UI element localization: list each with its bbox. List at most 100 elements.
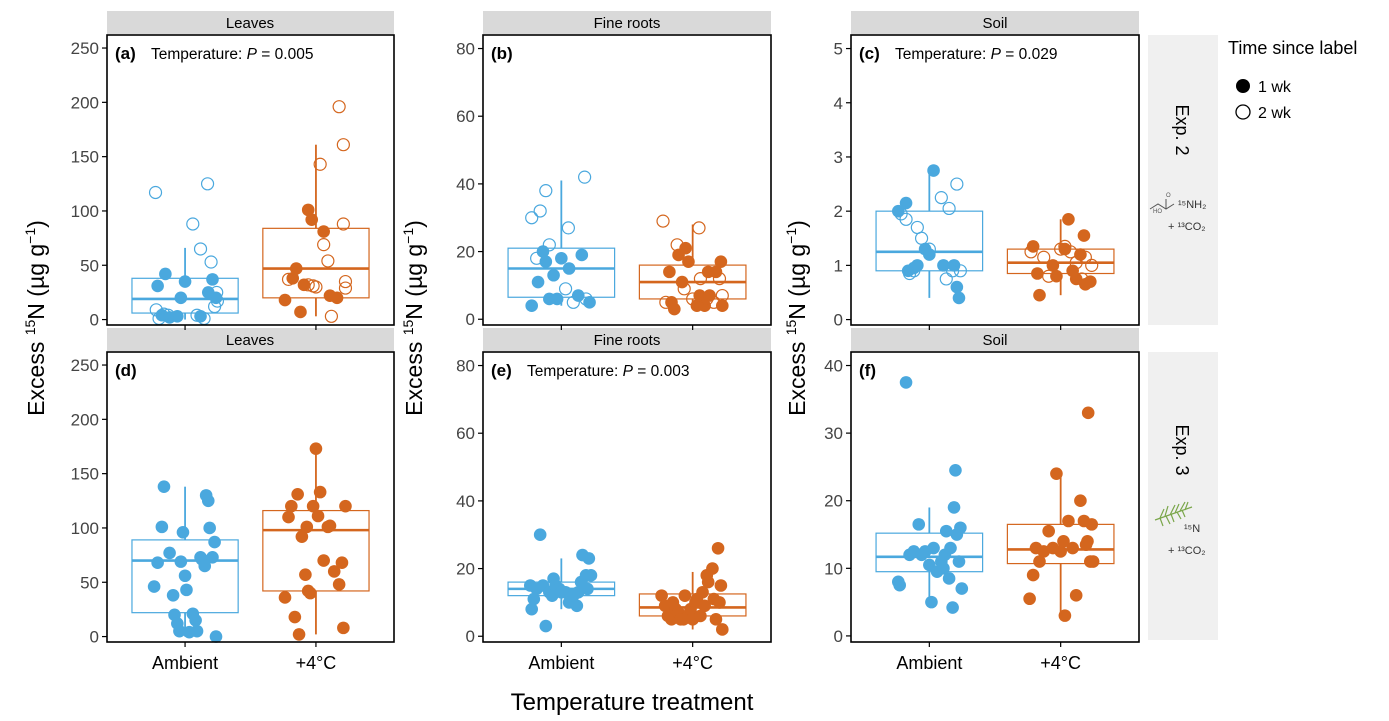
strip-a-bg [107,11,394,34]
data-point [1050,467,1063,480]
x-tick-label: +4°C [296,653,337,673]
panel-label: (d) [115,361,137,380]
data-point [208,535,221,549]
data-point [149,303,163,317]
plant-sprig-icon [1154,501,1193,527]
data-point [678,589,692,602]
strip-e-bg [483,328,771,351]
data-point [332,578,346,591]
panel-label: (e) [491,361,512,380]
data-point [157,480,171,493]
y-tick-label: 60 [456,424,475,443]
data-point [714,255,728,269]
data-point [711,541,725,555]
data-point [189,613,202,627]
box-iqr [875,210,984,272]
data-point [151,279,164,293]
data-point [700,292,714,306]
data-point [1077,229,1091,242]
panel-label: (b) [491,44,513,63]
exp2-label-line1: ¹⁵NH₂ [1178,199,1206,211]
data-point [1054,545,1067,558]
data-point [668,302,681,316]
data-point [148,185,163,200]
y-tick-label: 200 [71,410,99,429]
panel-label: (c) [859,44,880,63]
data-point [1083,275,1097,288]
y-tick-label: 50 [80,256,99,275]
legend-label-1wk: 1 wk [1258,79,1292,96]
data-point [186,217,200,231]
y-tick-label: 40 [456,175,475,194]
data-point [582,552,596,565]
data-point [335,556,349,570]
data-point [309,442,323,455]
panel-a: 0 50 100 150 200 250 (a) Temperature: P = 0.005 [71,34,395,330]
data-point [547,268,560,282]
y-tick-label: 50 [80,573,99,592]
data-point [715,288,729,303]
data-point [180,583,193,597]
data-point [201,494,215,508]
data-point [910,220,924,235]
data-point [1046,259,1060,272]
data-point [278,293,292,307]
data-point [336,138,350,152]
data-point [1033,555,1046,568]
data-point [173,624,186,638]
data-point [1078,250,1092,264]
box-iqr [262,509,370,592]
data-point [693,289,707,302]
panel-annotation: Temperature: P = 0.029 [895,46,1057,63]
data-point [679,241,692,255]
data-point [899,212,913,226]
data-point [321,254,335,268]
x-tick-label: Ambient [528,653,594,673]
legend-symbol-2wk [1235,104,1251,120]
data-point [942,572,956,585]
data-point [300,520,314,534]
data-point [939,272,953,286]
data-point [295,530,309,543]
data-point [566,295,580,309]
y-tick-label: 200 [71,93,99,112]
data-point [912,518,926,531]
x-tick-label: +4°C [1040,653,1081,673]
y-tick-label: 20 [456,243,475,262]
y-tick-label: 1 [834,256,843,275]
panel-label: (f) [859,361,876,380]
y-tick-label: 5 [834,40,843,59]
panel-d: 0 50 100 150 200 250 Ambient +4°C (d) [71,351,395,673]
data-point [332,100,346,114]
data-point [190,308,204,322]
data-point [317,238,331,252]
data-point [950,177,964,191]
data-point [949,463,962,477]
data-point [530,251,544,265]
data-point [1023,592,1036,606]
svg-text:O: O [1166,193,1171,199]
panel-frame [850,34,1140,326]
data-point [1031,267,1044,280]
panel-frame [850,351,1140,643]
data-point [1086,555,1100,568]
data-point [677,282,691,296]
data-point [525,299,539,313]
data-point [166,588,180,602]
data-point [558,282,573,296]
data-point [578,170,592,184]
data-point [701,575,715,589]
data-point [550,292,564,306]
data-point [339,499,352,513]
data-point [707,295,721,309]
data-point [944,541,957,555]
data-point [210,285,224,300]
data-point [317,225,330,238]
legend-symbol-1wk [1236,79,1250,93]
data-point [561,221,575,235]
data-point [693,272,708,286]
data-point [709,265,723,279]
panel-frame [482,351,772,643]
data-point [571,289,585,302]
y-tick-label: 0 [834,311,843,330]
